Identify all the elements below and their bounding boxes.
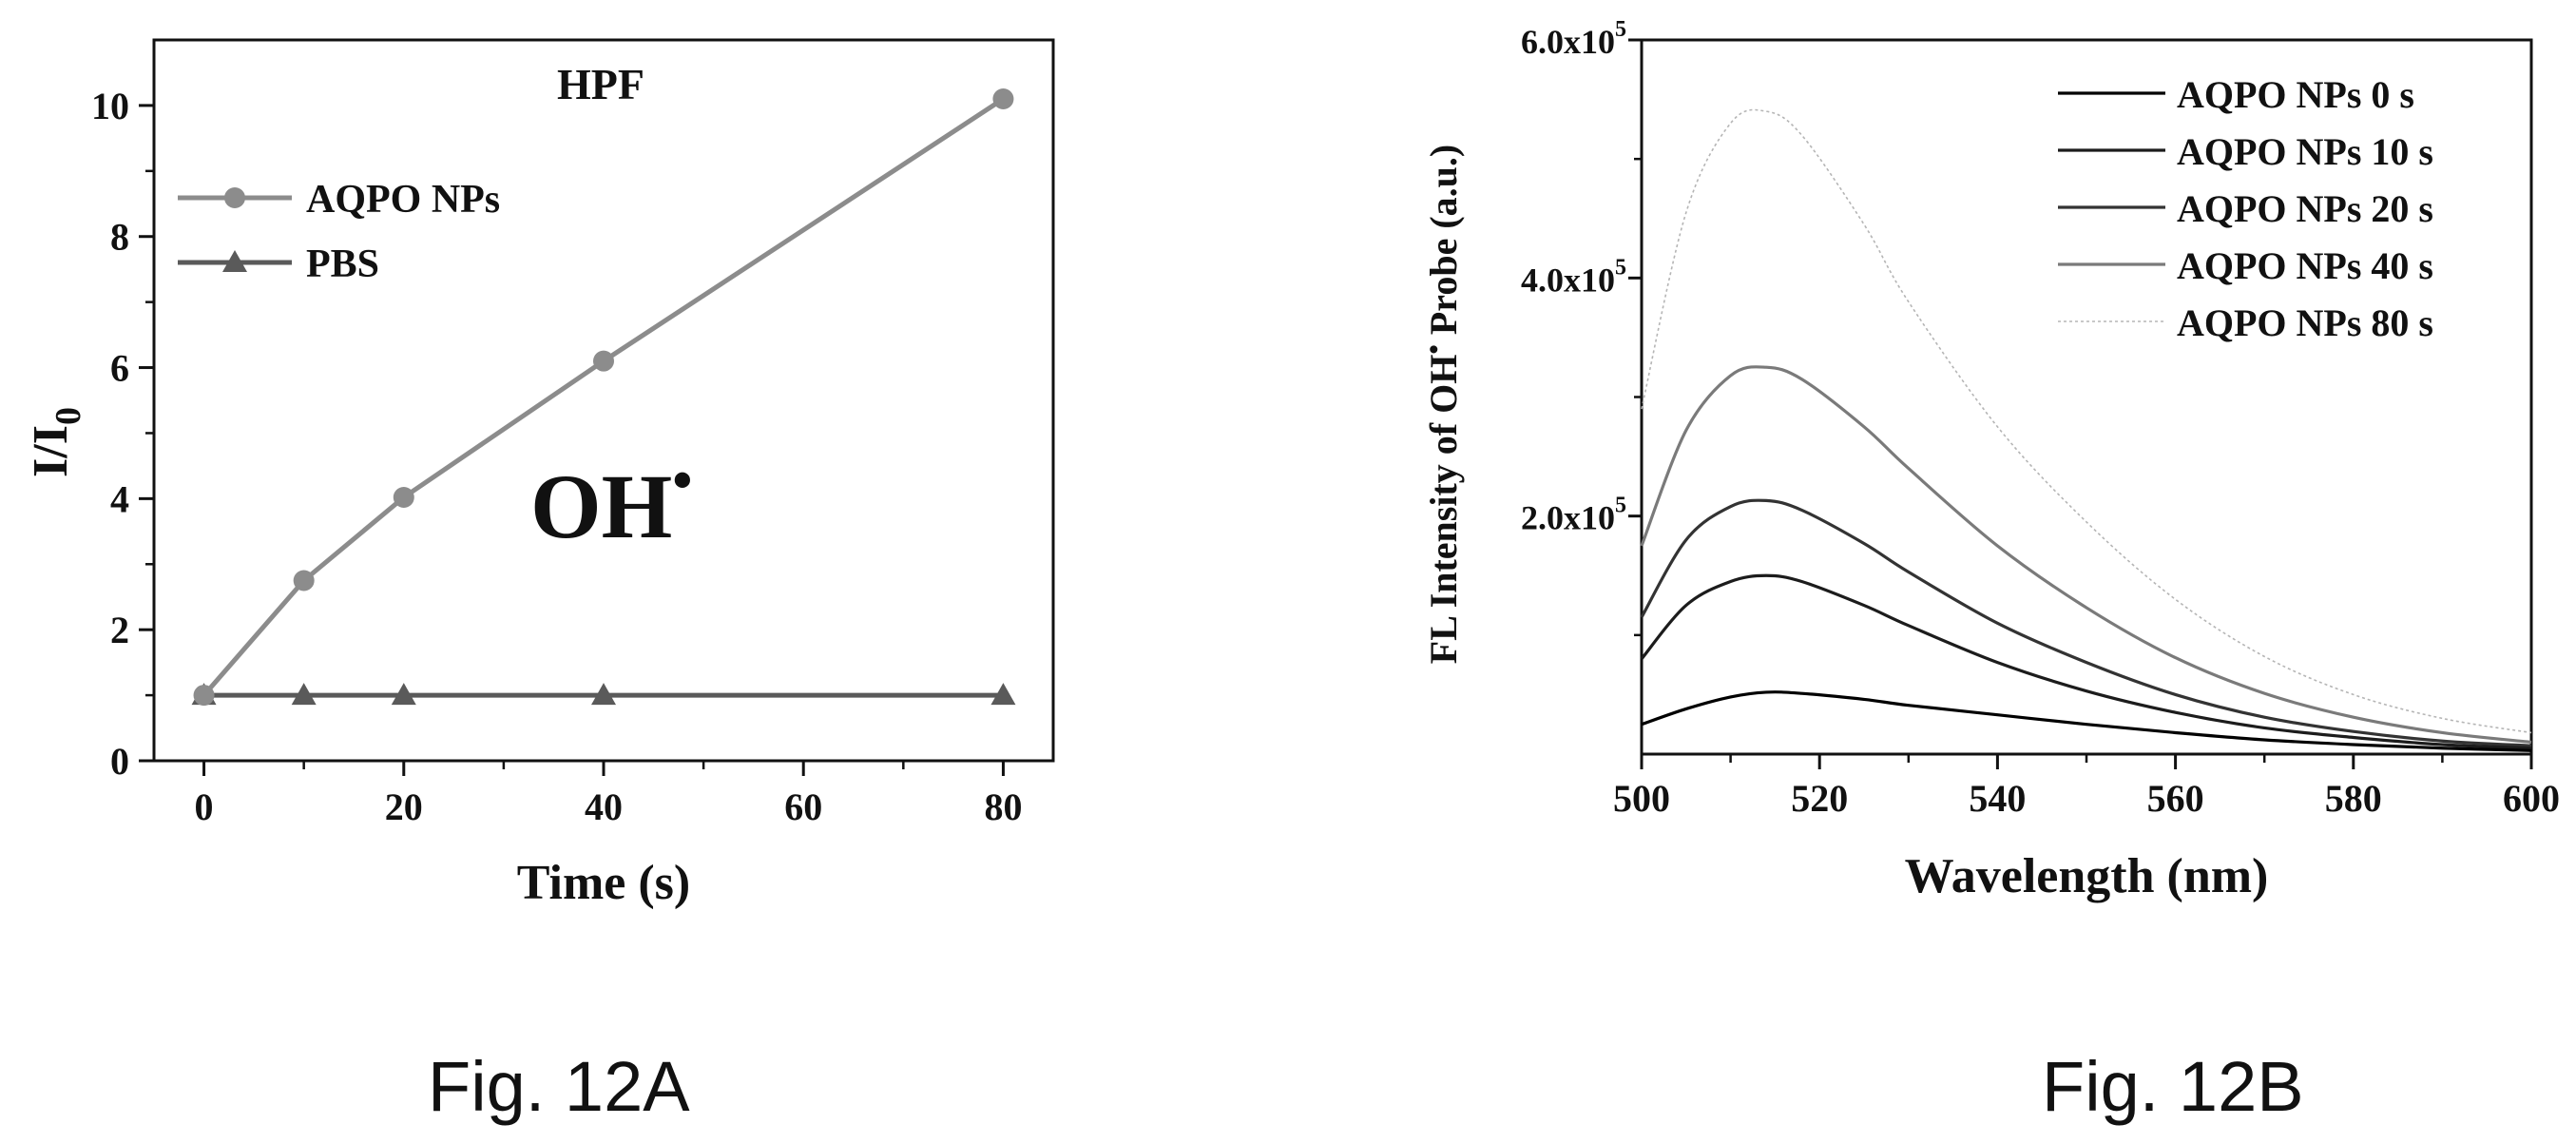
data-point-pbs [591,683,616,706]
legend-label-b: AQPO NPs 10 s [2177,130,2433,173]
y-tick-exponent: 5 [1615,494,1626,518]
oh-radical-annotation: OH• [530,449,692,557]
annotation-text: OH [530,456,672,557]
figure-caption-b: Fig. 12B [2042,1047,2304,1126]
data-point-aqpo-nps [593,350,614,372]
x-tick-label-b: 500 [1613,777,1670,820]
x-tick-label-a: 80 [984,785,1022,828]
legend-label-a: AQPO NPs [306,178,500,222]
data-point-aqpo-nps [992,88,1014,110]
y-tick-label-a: 4 [110,477,129,520]
x-tick-label-b: 560 [2147,777,2204,820]
series-line-aqpo-nps-0-s [1641,690,2532,752]
legend-marker-a [224,187,245,208]
y-tick-label-a: 0 [110,740,129,783]
chart-panel-b: 500 520 540 560 580 6002.0x1054.0x1056.0x105 … [1418,17,2560,1126]
legend-b: AQPO NPs 0 s AQPO NPs 10 s AQPO NPs 20 s AQ… [2058,73,2433,344]
x-tick-label-a: 40 [585,785,623,828]
plot-frame-a [152,38,1055,763]
axis-ticks-a: 0 20 40 60 80 0 2 4 6 8 10 [91,85,1022,828]
y-tick-mantissa: 4.0x10 [1521,261,1615,299]
x-tick-label-a: 20 [385,785,423,828]
y-axis-label-a-sub: 0 [48,407,88,425]
x-tick-label-a: 60 [784,785,822,828]
x-tick-label-b: 540 [1969,777,2026,820]
legend-marker-a [222,250,247,272]
y-tick-label-a: 6 [110,347,129,390]
x-tick-label-b: 600 [2503,777,2560,820]
data-point-aqpo-nps [393,486,414,508]
series-line-aqpo-nps-10-s [1640,573,2532,750]
y-tick-label-b: 2.0x105 [1521,494,1626,537]
chart-panel-a: 0 20 40 60 80 0 2 4 6 8 10 HPF AQPO NPs PBS OH• Tim… [24,38,1055,1126]
data-point-pbs [990,683,1016,706]
legend-label-b: AQPO NPs 0 s [2177,73,2414,116]
annotation-radical-mark: • [672,449,692,512]
y-axis-label-a: I/I0 [24,407,88,477]
series-group-b [1640,108,2532,752]
series-group-a [191,88,1016,707]
legend-label-a: PBS [306,242,379,286]
y-axis-label-a-main: I/I [24,425,78,477]
x-tick-label-a: 0 [195,785,214,828]
chart-title-a: HPF [557,60,644,108]
y-tick-label-b: 4.0x105 [1521,255,1626,299]
y-tick-label-a: 8 [110,216,129,259]
legend-label-b: AQPO NPs 20 s [2177,187,2433,230]
x-axis-label-a: Time (s) [517,856,690,910]
y-tick-label-b: 6.0x105 [1521,17,1626,61]
y-axis-label-b-part1: FL Intensity of OH [1422,355,1465,665]
y-tick-label-a: 2 [110,609,129,651]
x-axis-label-b: Wavelength (nm) [1905,849,2269,903]
series-line-aqpo-nps-20-s [1640,498,2532,747]
x-tick-label-b: 520 [1791,777,1848,820]
legend-label-b: AQPO NPs 40 s [2177,244,2433,287]
y-tick-exponent: 5 [1615,255,1626,280]
y-tick-exponent: 5 [1615,17,1626,42]
legend-a: AQPO NPs PBS [178,178,500,286]
y-axis-label-b-mark: • [1418,344,1450,355]
x-tick-label-b: 580 [2325,777,2382,820]
figure-caption-a: Fig. 12A [428,1047,690,1126]
legend-label-b: AQPO NPs 80 s [2177,301,2433,344]
data-point-aqpo-nps [293,570,315,591]
series-line-aqpo-nps-40-s [1640,365,2532,745]
y-axis-label-b-part2: Probe (a.u.) [1422,145,1465,344]
y-axis-label-b: FL Intensity of OH• Probe (a.u.) [1418,145,1465,664]
data-point-pbs [391,683,416,706]
y-tick-mantissa: 6.0x10 [1521,23,1615,61]
y-tick-label-a: 10 [91,85,129,127]
y-tick-mantissa: 2.0x10 [1521,499,1615,537]
data-point-aqpo-nps [193,685,215,707]
data-point-pbs [291,683,317,706]
